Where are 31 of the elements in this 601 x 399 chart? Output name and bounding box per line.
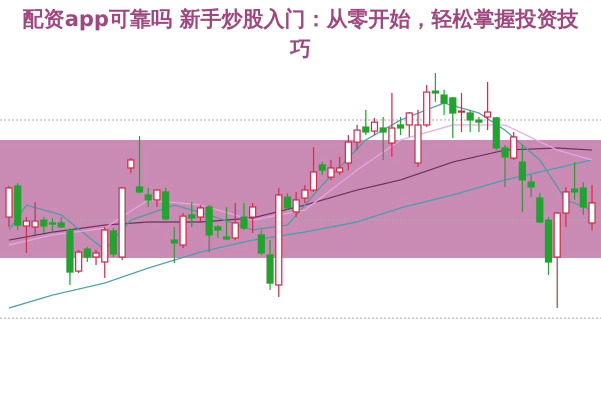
candlestick [484, 81, 492, 131]
candlestick [188, 201, 196, 228]
candlestick [110, 228, 118, 258]
chart-title: 配资app可靠吗 新手炒股入门：从零开始，轻松掌握投资技巧 [22, 6, 580, 63]
candlestick [170, 226, 178, 264]
candlestick [240, 202, 248, 231]
candlestick [292, 191, 300, 218]
candlestick [510, 131, 518, 161]
candlestick [396, 116, 404, 136]
candlestick [127, 157, 134, 174]
candlestick [196, 204, 204, 224]
candlestick [432, 72, 439, 103]
candlestick [318, 161, 326, 176]
candlestick [380, 116, 387, 161]
candlestick [458, 92, 466, 133]
candlestick [527, 174, 535, 198]
candlestick [144, 187, 152, 208]
candlestick [153, 188, 161, 208]
candlestick [284, 192, 292, 211]
candlestick [588, 184, 596, 231]
candlestick [370, 117, 378, 136]
candlestick [75, 249, 82, 274]
candlestick [84, 246, 91, 263]
candlestick [362, 109, 370, 136]
candlestick [249, 202, 256, 234]
candlestick [518, 144, 526, 212]
candlestick [232, 202, 239, 241]
candlestick [136, 135, 144, 194]
candlestick [258, 229, 265, 256]
candlestick [222, 206, 230, 241]
candlestick [388, 92, 396, 158]
